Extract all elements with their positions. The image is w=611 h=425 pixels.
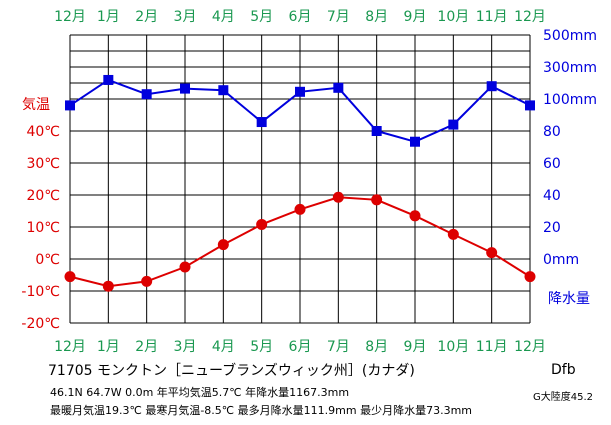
precipitation-point [180,83,190,94]
bottom-month-label: 5月 [250,339,273,355]
top-month-label: 5月 [250,9,273,25]
temperature-tick-label: -20℃ [21,316,60,332]
temperature-point [102,280,114,292]
top-month-label: 3月 [174,9,197,25]
top-month-label: 8月 [365,9,388,25]
top-month-label: 2月 [135,9,158,25]
temperature-point [409,210,421,222]
station-summary-line1: 46.1N 64.7W 0.0m 年平均気温5.7℃ 年降水量1167.3mm [50,386,350,399]
top-month-label: 12月 [514,9,546,25]
precipitation-tick-label: 500mm [543,28,597,44]
temperature-tick-labels: 40℃ 30℃ 20℃ 10℃ 0℃ -10℃ -20℃ [21,124,60,332]
temperature-point [447,228,459,240]
precipitation-point [295,86,305,97]
temperature-point [524,271,536,283]
precipitation-point [410,136,420,147]
precipitation-tick-label: 0mm [543,252,579,268]
temperature-point [64,271,76,283]
precipitation-tick-label: 300mm [543,60,597,76]
temperature-series [64,191,536,292]
bottom-month-label: 4月 [212,339,235,355]
temperature-point [294,203,306,215]
precipitation-point [333,82,344,93]
temperature-tick-label: -10℃ [21,284,60,300]
precipitation-axis-title: 降水量 [548,291,590,307]
top-month-label: 10月 [437,9,469,25]
precipitation-tick-labels: 500mm 300mm 100mm 80 60 40 20 0mm [543,28,597,268]
precipitation-tick-label: 20 [543,220,561,236]
temperature-tick-label: 0℃ [35,252,60,268]
precipitation-point [103,74,114,85]
temperature-point [179,261,191,273]
bottom-month-label: 6月 [289,339,312,355]
bottom-month-labels: 12月 1月 2月 3月 4月 5月 6月 7月 8月 9月 10月 11月 12月 [54,339,546,355]
chart-grid [69,34,531,324]
bottom-month-label: 10月 [437,339,469,355]
top-month-label: 12月 [54,9,86,25]
temperature-point [256,218,268,230]
precipitation-series [65,74,535,147]
precipitation-point [141,89,152,100]
precipitation-tick-label: 80 [543,124,561,140]
bottom-month-label: 12月 [514,339,546,355]
temperature-tick-label: 30℃ [26,156,60,172]
precipitation-point [486,81,497,92]
climate-classification: Dfb [551,362,576,378]
temperature-point [141,275,153,287]
temperature-point [371,194,383,206]
precipitation-point [448,119,459,130]
bottom-month-label: 1月 [97,339,120,355]
top-month-label: 7月 [327,9,350,25]
temperature-tick-label: 10℃ [26,220,60,236]
bottom-month-label: 11月 [476,339,508,355]
top-month-label: 1月 [97,9,120,25]
station-title: 71705 モンクトン［ニューブランズウィック州］(カナダ) [48,363,415,379]
station-summary-line2: 最暖月気温19.3℃ 最寒月気温-8.5℃ 最多月降水量111.9mm 最少月降… [50,404,472,417]
precipitation-point [256,117,267,128]
bottom-month-label: 3月 [174,339,197,355]
precipitation-tick-label: 100mm [543,92,597,108]
temperature-point [332,191,344,203]
top-month-label: 11月 [476,9,508,25]
temperature-tick-label: 40℃ [26,124,60,140]
precipitation-point [218,85,229,96]
bottom-month-label: 8月 [365,339,388,355]
temperature-tick-label: 20℃ [26,188,60,204]
temperature-point [486,247,498,259]
precipitation-tick-label: 60 [543,156,561,172]
bottom-month-label: 9月 [404,339,427,355]
bottom-month-label: 2月 [135,339,158,355]
top-month-label: 4月 [212,9,235,25]
temperature-point [217,239,229,251]
bottom-month-label: 12月 [54,339,86,355]
top-month-labels: 12月 1月 2月 3月 4月 5月 6月 7月 8月 9月 10月 11月 12月 [54,9,546,25]
bottom-month-label: 7月 [327,339,350,355]
top-month-label: 6月 [289,9,312,25]
precipitation-tick-label: 40 [543,188,561,204]
temperature-axis-title: 気温 [22,97,50,113]
top-month-label: 9月 [404,9,427,25]
precipitation-point [371,126,382,136]
precipitation-point [525,100,535,111]
continentality-index: G大陸度45.2 [533,392,594,403]
precipitation-point [65,100,75,111]
